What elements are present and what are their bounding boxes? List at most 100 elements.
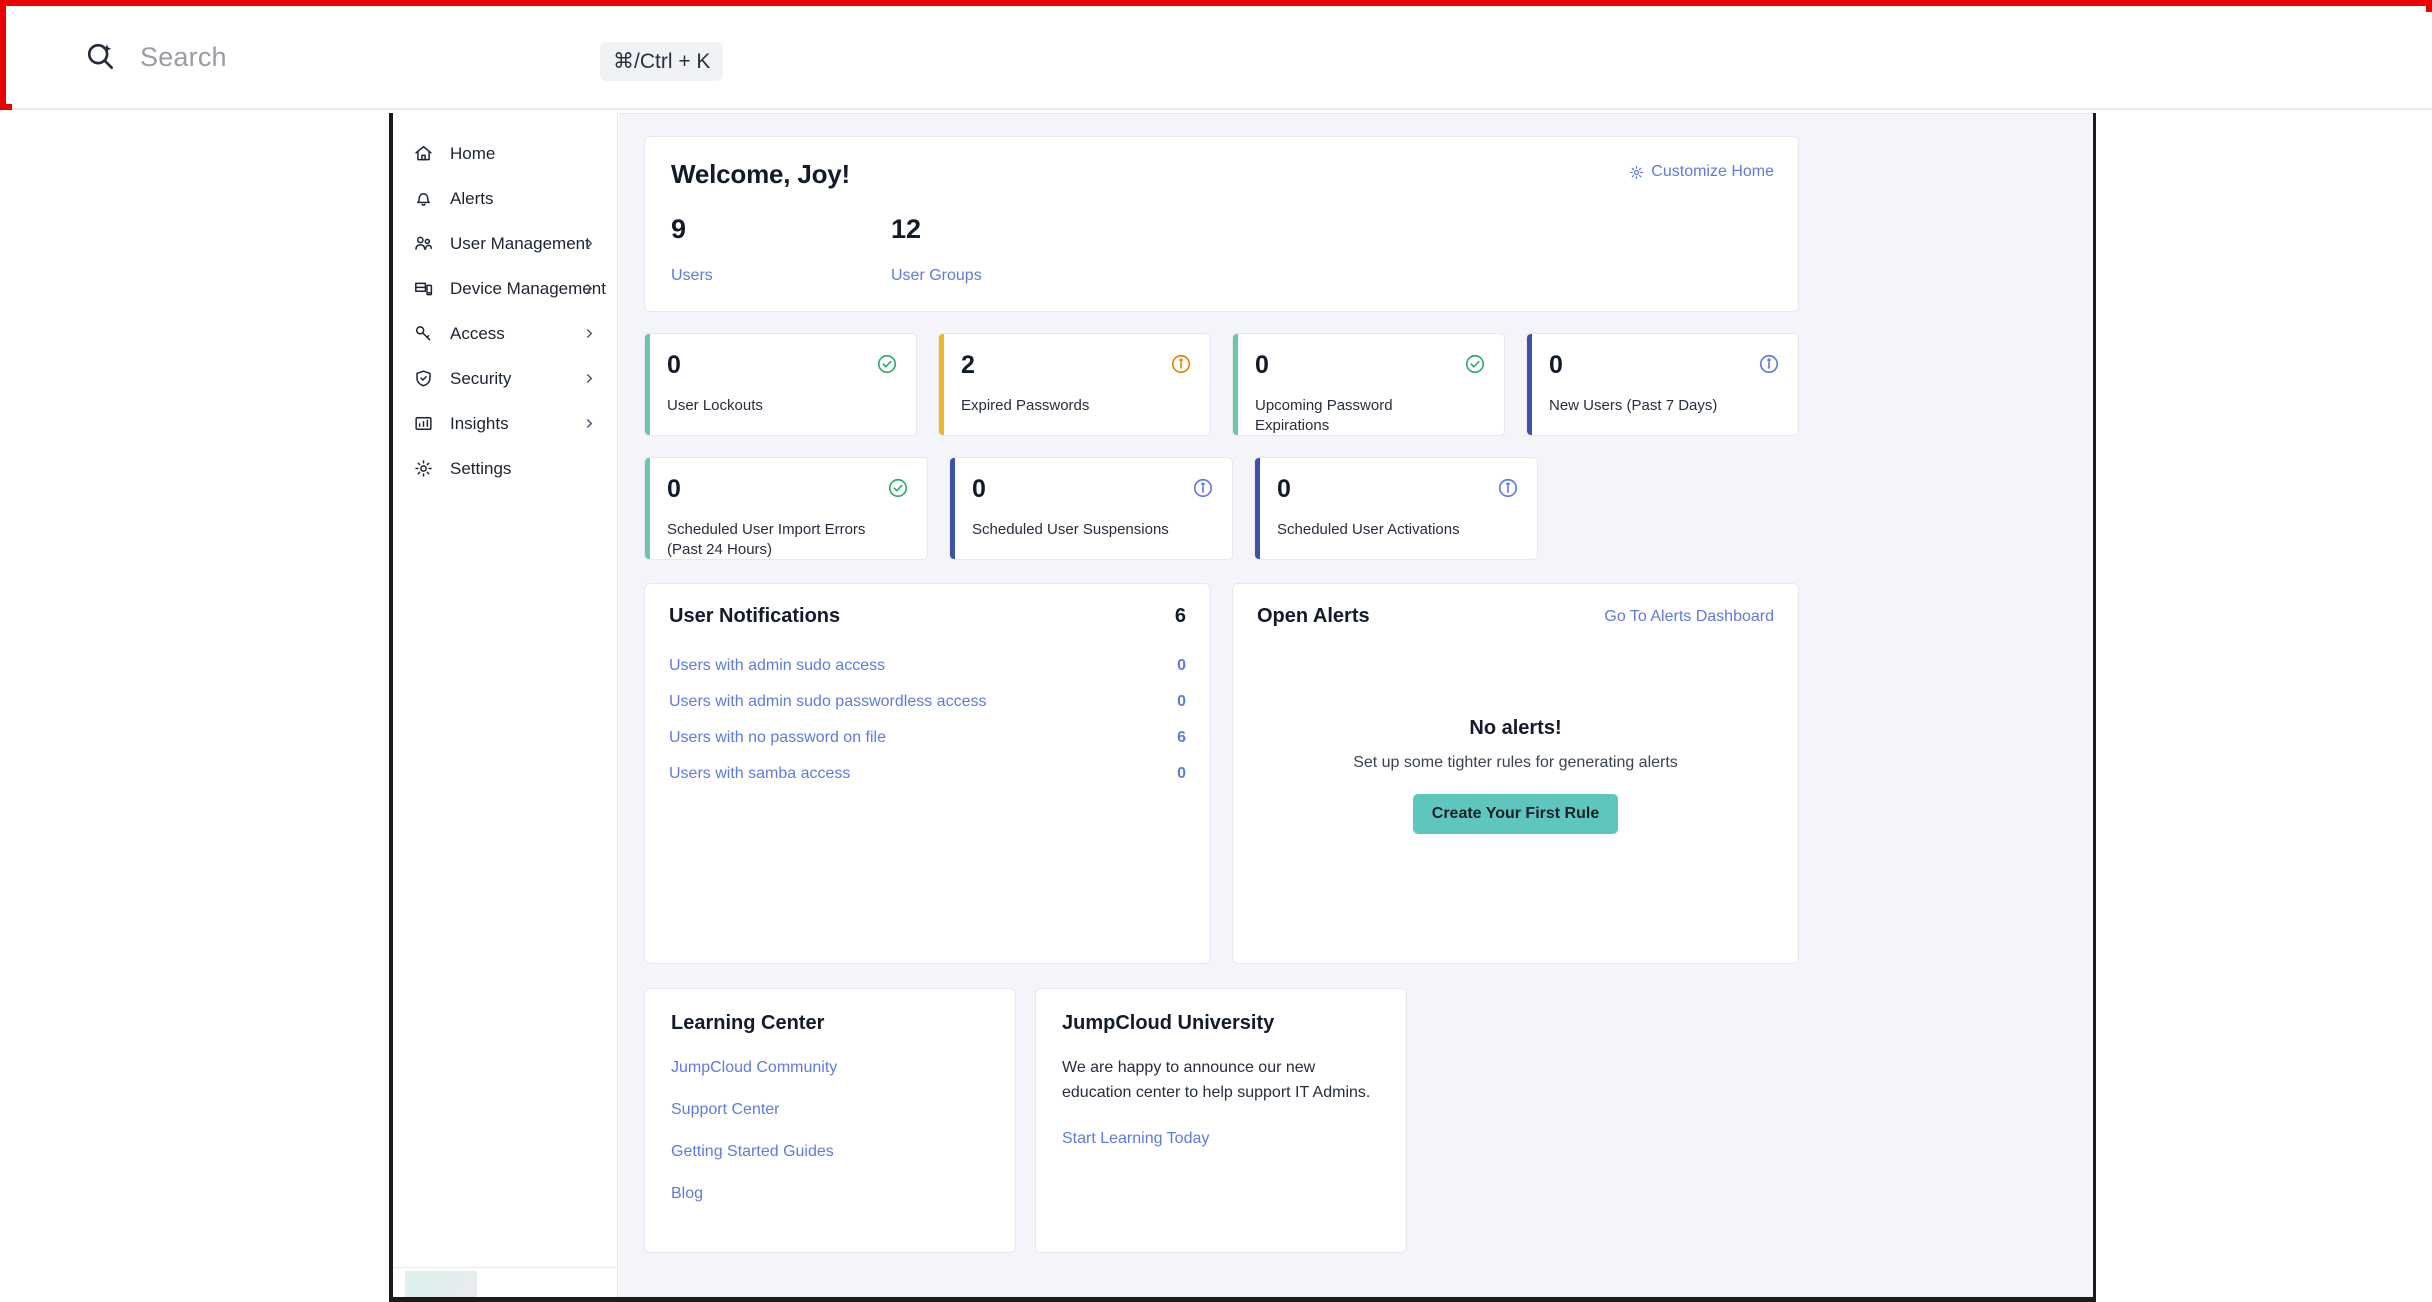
stat-label-link[interactable]: User Groups (891, 267, 982, 284)
list-item[interactable]: Users with samba access 0 (669, 756, 1186, 792)
home-dashboard: Welcome, Joy! Customize Home 9 Users (644, 136, 1799, 1253)
tile-scheduled-user-import-errors[interactable]: 0 Scheduled User Import Errors (Past 24 … (644, 457, 928, 560)
sidebar-item-label: Device Management (450, 278, 606, 298)
empty-state-title: No alerts! (1469, 717, 1562, 739)
stat-label-link[interactable]: Users (671, 267, 713, 284)
sidebar-footer (393, 1267, 617, 1297)
start-learning-today-link[interactable]: Start Learning Today (1062, 1129, 1210, 1147)
sidebar-footer-badge[interactable] (405, 1271, 477, 1297)
info-circle-icon (1759, 354, 1779, 374)
page-title: Welcome, Joy! (671, 159, 850, 189)
card-title: JumpCloud University (1062, 1012, 1275, 1034)
tile-row-spacer (1559, 457, 1799, 560)
info-circle-icon (1193, 478, 1213, 498)
tile-expired-passwords[interactable]: 2 Expired Passwords (938, 333, 1211, 436)
user-notifications-panel: User Notifications 6 Users with admin su… (644, 583, 1211, 964)
card-title: Learning Center (671, 1012, 825, 1034)
sidebar-item-list: Home Alerts User Man (393, 131, 617, 491)
check-circle-icon (888, 478, 908, 498)
notification-list: Users with admin sudo access 0 Users wit… (645, 648, 1210, 792)
sidebar-item-insights[interactable]: Insights (393, 401, 617, 446)
sidebar-item-label: User Management (450, 233, 590, 253)
create-first-rule-button[interactable]: Create Your First Rule (1412, 794, 1619, 834)
tile-user-lockouts[interactable]: 0 User Lockouts (644, 333, 917, 436)
support-center-link[interactable]: Support Center (671, 1101, 780, 1118)
metric-tile-row-2: 0 Scheduled User Import Errors (Past 24 … (644, 457, 1799, 560)
open-alerts-panel: Open Alerts Go To Alerts Dashboard No al… (1232, 583, 1799, 964)
learning-center-card: Learning Center JumpCloud Community Supp… (644, 988, 1016, 1253)
info-circle-icon (1171, 354, 1191, 374)
tile-new-users-past-7-days[interactable]: 0 New Users (Past 7 Days) (1526, 333, 1799, 436)
tile-value: 0 (972, 475, 986, 503)
tile-label: Expired Passwords (961, 397, 1090, 414)
getting-started-guides-link[interactable]: Getting Started Guides (671, 1143, 834, 1160)
sidebar-item-home[interactable]: Home (393, 131, 617, 176)
tile-value: 0 (1549, 351, 1563, 379)
panel-header: Open Alerts Go To Alerts Dashboard (1233, 584, 1798, 628)
shield-check-icon (416, 370, 431, 387)
check-circle-icon (877, 354, 897, 374)
global-search-bar-highlight: Search ⌘/Ctrl + K (0, 0, 2432, 110)
jumpcloud-university-card: JumpCloud University We are happy to ann… (1035, 988, 1407, 1253)
key-icon (415, 326, 431, 341)
chevron-right-icon (586, 329, 593, 338)
tile-value: 0 (1277, 475, 1291, 503)
search-shortcut-badge: ⌘/Ctrl + K (600, 42, 724, 81)
users-icon (415, 236, 433, 250)
info-circle-icon (1498, 478, 1518, 498)
panel-count-badge: 6 (1174, 605, 1186, 627)
list-item-label: Users with admin sudo passwordless acces… (669, 693, 987, 710)
app-viewport: Home Alerts User Man (389, 113, 2096, 1302)
panel-title: Open Alerts (1257, 605, 1370, 627)
tile-label: New Users (Past 7 Days) (1549, 397, 1718, 414)
tile-upcoming-password-expirations[interactable]: 0 Upcoming Password Expirations (1232, 333, 1505, 436)
tile-label: Scheduled User Import Errors (Past 24 Ho… (667, 521, 866, 559)
go-to-alerts-dashboard-link[interactable]: Go To Alerts Dashboard (1604, 607, 1774, 625)
tile-accent-bar (1527, 334, 1532, 435)
list-item-count: 0 (1177, 693, 1186, 710)
list-item-count: 0 (1177, 657, 1186, 674)
search-placeholder-text: Search (140, 41, 227, 72)
bar-chart-icon (415, 416, 432, 431)
tile-scheduled-user-activations[interactable]: 0 Scheduled User Activations (1254, 457, 1538, 560)
global-search-bar[interactable]: Search ⌘/Ctrl + K (12, 12, 2432, 110)
customize-home-link[interactable]: Customize Home (1629, 163, 1774, 181)
tile-label: Upcoming Password Expirations (1255, 397, 1393, 435)
sidebar-item-label: Access (450, 323, 505, 343)
tile-value: 0 (667, 475, 681, 503)
welcome-card: Welcome, Joy! Customize Home 9 Users (644, 136, 1799, 312)
sidebar-item-access[interactable]: Access (393, 311, 617, 356)
list-item[interactable]: Users with admin sudo passwordless acces… (669, 684, 1186, 720)
chevron-right-icon (586, 239, 593, 248)
tile-accent-bar (1255, 458, 1260, 559)
gear-icon (1630, 165, 1644, 179)
bell-icon (417, 193, 430, 206)
sidebar-item-alerts[interactable]: Alerts (393, 176, 617, 221)
customize-home-label: Customize Home (1651, 163, 1774, 180)
sidebar-item-security[interactable]: Security (393, 356, 617, 401)
list-item-count: 6 (1177, 729, 1186, 746)
tile-scheduled-user-suspensions[interactable]: 0 Scheduled User Suspensions (949, 457, 1233, 560)
list-item[interactable]: Users with admin sudo access 0 (669, 648, 1186, 684)
sidebar-item-label: Security (450, 368, 512, 388)
search-input-area[interactable]: Search (84, 34, 227, 80)
list-item[interactable]: Users with no password on file 6 (669, 720, 1186, 756)
sidebar-item-settings[interactable]: Settings (393, 446, 617, 491)
list-item-count: 0 (1177, 765, 1186, 782)
tile-value: 2 (961, 351, 975, 379)
stat-value: 12 (891, 214, 922, 244)
sidebar-item-device-management[interactable]: Device Management (393, 266, 617, 311)
blog-link[interactable]: Blog (671, 1185, 704, 1202)
gear-icon (415, 460, 432, 477)
chevron-right-icon (586, 284, 593, 293)
device-icon (415, 282, 433, 296)
list-item-label: Users with no password on file (669, 729, 886, 746)
alerts-empty-state: No alerts! Set up some tighter rules for… (1233, 717, 1798, 834)
card-description: We are happy to announce our new educati… (1062, 1059, 1371, 1101)
sidebar-nav: Home Alerts User Man (393, 113, 618, 1297)
tile-accent-bar (939, 334, 944, 435)
sidebar-item-label: Insights (450, 413, 509, 433)
jumpcloud-community-link[interactable]: JumpCloud Community (671, 1059, 838, 1076)
sidebar-item-user-management[interactable]: User Management (393, 221, 617, 266)
